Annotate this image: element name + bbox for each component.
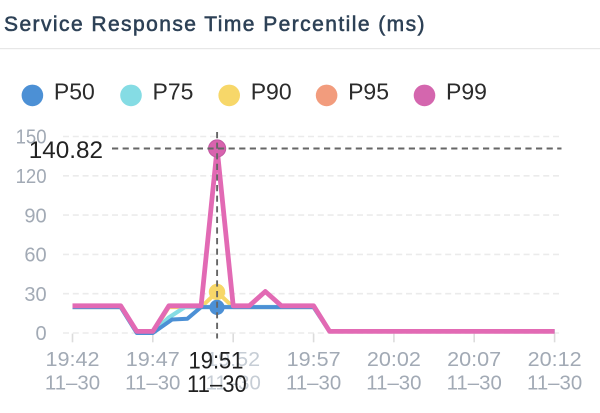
svg-text:P90: P90 [251, 78, 292, 104]
svg-text:P95: P95 [348, 78, 389, 104]
svg-text:90: 90 [24, 205, 46, 227]
svg-text:11–30: 11–30 [286, 373, 341, 395]
svg-text:19:52: 19:52 [206, 349, 260, 371]
svg-text:11–30: 11–30 [187, 371, 247, 398]
svg-text:60: 60 [24, 245, 46, 267]
svg-text:19:42: 19:42 [46, 349, 100, 371]
svg-text:11–30: 11–30 [45, 373, 100, 395]
svg-text:P99: P99 [446, 78, 487, 104]
svg-text:30: 30 [24, 284, 46, 306]
svg-text:11–30: 11–30 [527, 373, 582, 395]
svg-text:19:57: 19:57 [287, 349, 341, 371]
svg-text:20:07: 20:07 [447, 349, 501, 371]
svg-text:150: 150 [16, 127, 47, 149]
svg-text:120: 120 [16, 166, 47, 188]
svg-text:20:02: 20:02 [367, 349, 421, 371]
svg-text:P50: P50 [54, 78, 95, 104]
svg-text:20:12: 20:12 [528, 349, 582, 371]
svg-text:11–30: 11–30 [366, 373, 421, 395]
svg-text:0: 0 [35, 323, 46, 345]
svg-text:Service Response Time Percenti: Service Response Time Percentile (ms) [4, 13, 424, 36]
svg-text:11–30: 11–30 [206, 373, 261, 395]
svg-text:19:47: 19:47 [126, 349, 180, 371]
svg-text:11–30: 11–30 [125, 373, 180, 395]
svg-text:P75: P75 [153, 78, 194, 104]
svg-text:140.82: 140.82 [29, 137, 103, 164]
svg-text:19:51: 19:51 [189, 347, 244, 374]
svg-text:11–30: 11–30 [447, 373, 502, 395]
